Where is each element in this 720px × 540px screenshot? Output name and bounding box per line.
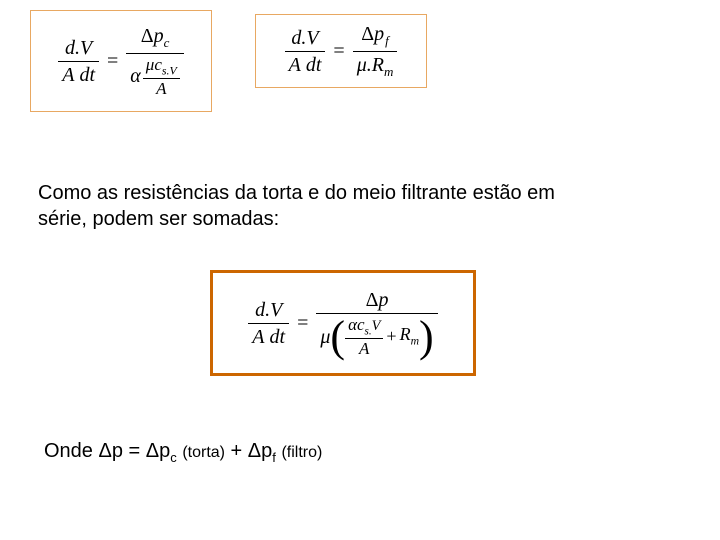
- body-paragraph: Como as resistências da torta e do meio …: [38, 180, 598, 232]
- body-text-content: Como as resistências da torta e do meio …: [38, 182, 555, 230]
- eq2-equals: =: [325, 40, 352, 63]
- eq2-den-left: A dt: [289, 54, 322, 76]
- eq3-num: d.V: [255, 299, 282, 321]
- equation-box-cake: d.V A dt = Δpc α μcs.V A: [30, 10, 212, 112]
- eq2-num: d.V: [291, 27, 318, 49]
- eq2-rhs-den: μ.Rm: [357, 54, 394, 76]
- delta-pc: Δpc (torta): [146, 440, 225, 462]
- equation-box-filter: d.V A dt = Δpf μ.Rm: [255, 14, 427, 88]
- eq-sign-text: =: [123, 440, 146, 462]
- eq1-rhs-num: Δpc: [141, 25, 170, 47]
- eq3-den-left: A dt: [252, 326, 285, 348]
- eq2-rhs-num: Δpf: [361, 23, 389, 45]
- eq1-den-left: A dt: [62, 64, 95, 86]
- where-line: Onde Δp = Δpc (torta) + Δpf (filtro): [44, 440, 322, 465]
- eq1-equals: =: [99, 50, 126, 73]
- equation-box-combined: d.V A dt = Δp μ ( αcs.V A +: [210, 270, 476, 376]
- plus-sign: +: [225, 440, 248, 462]
- delta-pf: Δpf (filtro): [248, 440, 323, 462]
- eq3-rhs-num: Δp: [366, 289, 389, 311]
- eq3-rhs-den: μ ( αcs.V A + Rm ): [320, 316, 433, 357]
- eq1-rhs-den: α μcs.V A: [130, 56, 179, 97]
- eq1-num: d.V: [65, 37, 92, 59]
- delta-p: Δp: [98, 440, 122, 462]
- onde-prefix: Onde: [44, 440, 98, 462]
- eq3-equals: =: [289, 312, 316, 335]
